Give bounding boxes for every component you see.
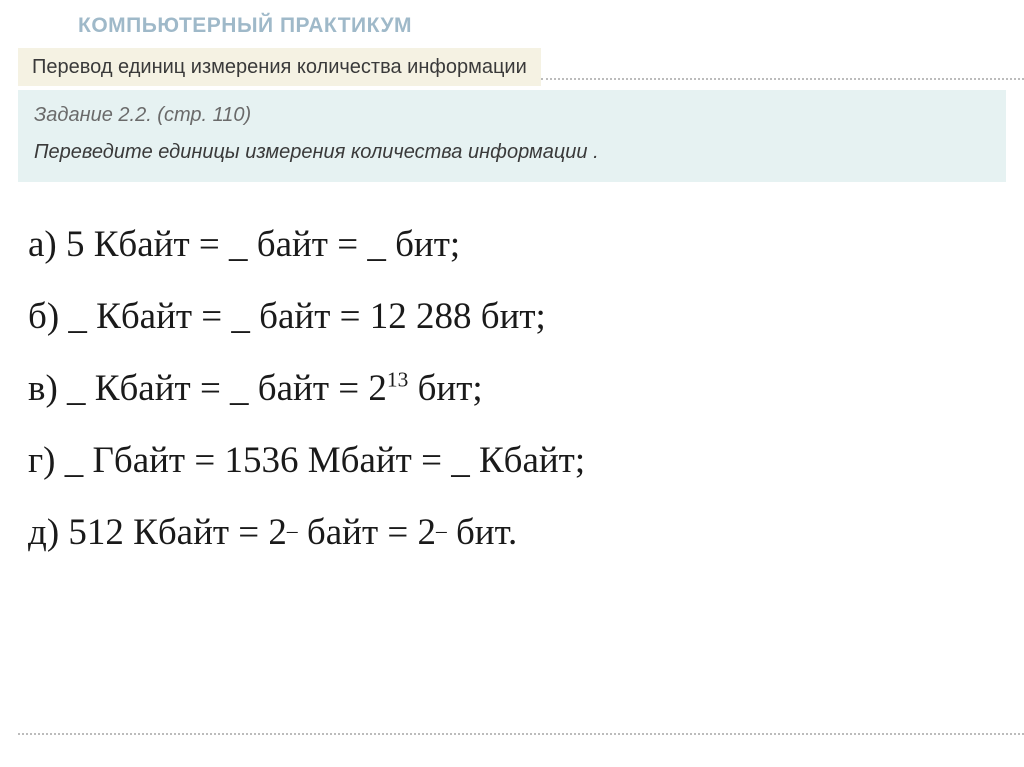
dotted-rule [541, 78, 1024, 80]
exercise-e-suffix: бит. [447, 512, 518, 553]
exercise-a: а) 5 Кбайт = _ байт = _ бит; [28, 220, 996, 270]
exercise-list: а) 5 Кбайт = _ байт = _ бит; б) _ Кбайт … [0, 182, 1024, 558]
bottom-dotted-rule [18, 733, 1024, 735]
subtitle-box: Перевод единиц измерения количества инфо… [18, 48, 541, 86]
task-description: Переведите единицы измерения количества … [34, 141, 990, 164]
exercise-b: б) _ Кбайт = _ байт = 12 288 бит; [28, 292, 996, 342]
exercise-c-prefix: в) _ Кбайт = _ байт = 2 [28, 368, 387, 409]
exercise-e-sup1: _ [287, 511, 298, 535]
subtitle-row: Перевод единиц измерения количества инфо… [0, 48, 1024, 86]
page-title: КОМПЬЮТЕРНЫЙ ПРАКТИКУМ [0, 0, 1024, 48]
exercise-c: в) _ Кбайт = _ байт = 213 бит; [28, 364, 996, 414]
exercise-d: г) _ Гбайт = 1536 Мбайт = _ Кбайт; [28, 436, 996, 486]
exercise-c-sup: 13 [387, 368, 408, 392]
exercise-e: д) 512 Кбайт = 2_ байт = 2_ бит. [28, 508, 996, 558]
exercise-e-mid: байт = 2 [298, 512, 436, 553]
task-reference: Задание 2.2. (стр. 110) [34, 104, 990, 127]
exercise-e-prefix: д) 512 Кбайт = 2 [28, 512, 287, 553]
task-box: Задание 2.2. (стр. 110) Переведите едини… [18, 90, 1006, 182]
exercise-c-suffix: бит; [408, 368, 482, 409]
exercise-e-sup2: _ [436, 511, 447, 535]
